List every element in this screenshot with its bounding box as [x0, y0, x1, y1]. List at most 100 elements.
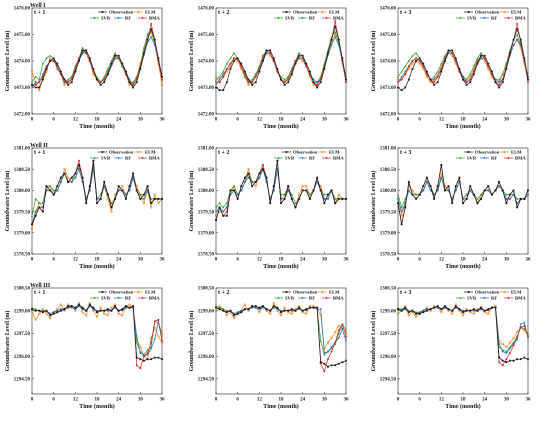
observation-point — [280, 78, 282, 81]
observation-point — [418, 312, 421, 315]
svr-point — [243, 75, 246, 78]
rf-point — [461, 309, 465, 312]
svr-point — [469, 73, 472, 76]
rf-point — [243, 181, 246, 184]
observation-point — [433, 83, 436, 86]
observation-point — [327, 193, 329, 196]
legend-elm-label: ELM — [329, 290, 340, 295]
observation-point — [451, 309, 454, 312]
bma-point — [247, 81, 250, 84]
observation-point — [512, 189, 515, 192]
observation-point — [272, 305, 275, 308]
rf-point — [487, 189, 490, 192]
y-tick-label: 1381.00 — [198, 147, 215, 152]
observation-point — [523, 57, 526, 60]
observation-point — [99, 197, 102, 200]
x-tick-label: 24 — [482, 398, 488, 403]
rf-point — [258, 176, 261, 179]
observation-point — [476, 62, 479, 65]
observation-point — [157, 197, 160, 200]
bma-point — [519, 41, 522, 44]
observation-point — [240, 311, 243, 314]
bma-point — [240, 65, 243, 68]
y-tick-label: 1472.00 — [14, 113, 31, 118]
observation-point — [404, 86, 407, 89]
observation-point — [323, 68, 326, 70]
svr-point — [232, 51, 236, 54]
elm-point — [63, 83, 66, 87]
y-tick-label: 1296.00 — [14, 355, 31, 360]
svr-point — [214, 206, 218, 209]
svr-point — [142, 46, 146, 49]
svr-point — [214, 304, 218, 308]
observation-point — [85, 202, 88, 205]
svr-point — [225, 201, 228, 205]
observation-point — [397, 308, 399, 311]
legend-svr-label: SVR — [101, 156, 111, 161]
rf-point — [396, 197, 400, 201]
observation-point — [523, 197, 526, 200]
x-tick-label: 36 — [526, 398, 532, 403]
svr-point — [93, 156, 96, 159]
x-tick-label: 0 — [215, 398, 218, 403]
observation-point — [63, 172, 66, 175]
legend-svr-label: SVR — [467, 16, 477, 21]
y-tick-label: 1378.50 — [198, 253, 215, 258]
bma-point — [325, 156, 328, 160]
rf-point — [498, 185, 501, 188]
rf-point — [34, 210, 37, 213]
observation-point — [265, 308, 268, 311]
observation-point — [422, 185, 425, 188]
panel-r1-c3: 1472.00 1473.00 1474.00 1475.00 1476.00 0 6 12 1… — [370, 7, 531, 130]
svr-point — [476, 57, 479, 60]
elm-point — [321, 10, 324, 14]
observation-point — [215, 219, 217, 221]
observation-point — [509, 193, 511, 196]
y-tick-label: 1380.50 — [380, 168, 397, 173]
rf-point — [436, 306, 439, 309]
observation-point — [81, 49, 84, 52]
rf-point — [261, 306, 265, 309]
observation-point — [472, 308, 475, 311]
x-tick-label: 12 — [439, 118, 445, 123]
elm-point — [37, 88, 41, 92]
observation-point — [31, 83, 33, 86]
observation-point — [236, 57, 239, 60]
observation-point — [56, 185, 59, 188]
bma-point — [268, 51, 272, 55]
rf-point — [312, 78, 315, 81]
y-tick-label: 1475.00 — [14, 33, 31, 38]
rf-point — [422, 309, 425, 312]
legend-svr-label: SVR — [285, 16, 295, 21]
bma-point — [526, 81, 530, 84]
svr-point — [476, 197, 479, 200]
lead-time-label: t + 3 — [400, 150, 411, 156]
observation-point — [476, 202, 479, 205]
elm-point — [330, 336, 333, 340]
legend-svr-label: SVR — [101, 296, 111, 301]
y-axis-label: Groundwater Level (m) — [370, 171, 377, 232]
observation-point — [312, 189, 315, 192]
observation-point — [341, 197, 344, 200]
observation-point — [298, 306, 300, 309]
rf-point — [487, 309, 490, 312]
x-tick-label: 30 — [322, 118, 328, 123]
bma-point — [333, 341, 337, 344]
observation-point — [121, 189, 124, 192]
series-observation — [215, 159, 347, 221]
observation-point — [397, 86, 399, 89]
bma-point — [396, 81, 400, 84]
observation-point — [498, 181, 501, 183]
observation-point — [88, 185, 91, 188]
elm-point — [283, 306, 286, 309]
observation-point — [218, 206, 221, 209]
observation-point — [110, 206, 113, 209]
observation-point — [236, 312, 239, 315]
y-tick-label: 1475.00 — [380, 33, 397, 38]
svr-point — [222, 308, 225, 311]
observation-point — [272, 57, 275, 60]
y-tick-label: 1474.00 — [14, 60, 31, 65]
x-tick-label: 12 — [257, 258, 263, 263]
observation-point — [215, 306, 217, 309]
observation-point — [74, 70, 77, 73]
